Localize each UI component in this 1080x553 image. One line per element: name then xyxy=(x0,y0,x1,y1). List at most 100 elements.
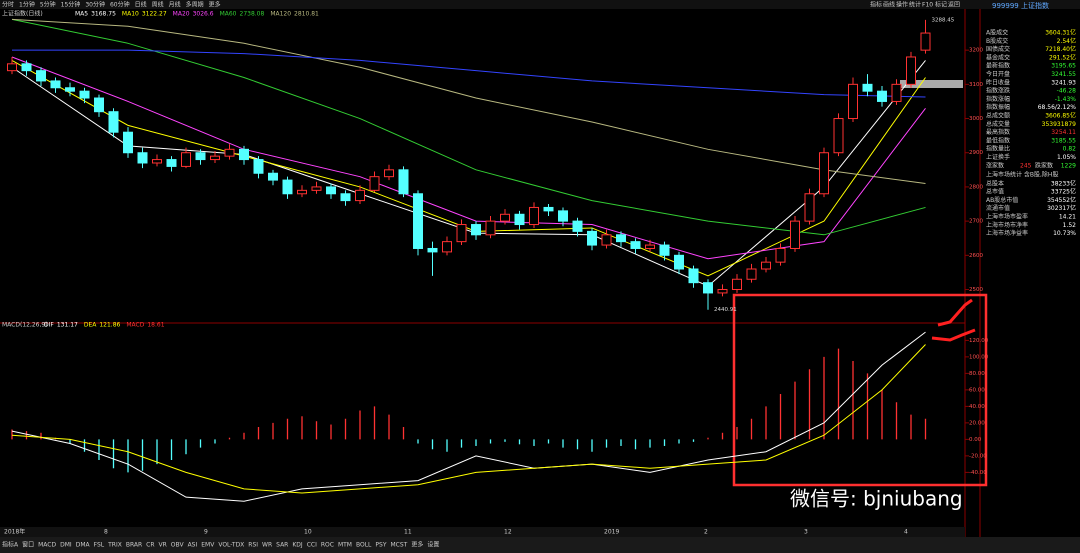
hand-mark xyxy=(931,328,976,342)
menu-item[interactable]: 操作 xyxy=(896,1,908,9)
y-tick-label: -20.00 xyxy=(969,453,987,459)
indicator-tab[interactable]: 更多 xyxy=(411,541,423,549)
breadth-value: 245 xyxy=(1020,162,1032,169)
indicator-tab[interactable]: CR xyxy=(146,542,154,549)
date-label: 8 xyxy=(104,529,108,536)
panel-label: A股成交 xyxy=(986,29,1008,37)
indicator-tab[interactable]: BOLL xyxy=(356,542,372,549)
menu-item[interactable]: 指标 xyxy=(870,1,882,9)
panel-value: 0.82 xyxy=(1063,146,1077,153)
watermark: 微信号: bjniubang xyxy=(790,487,963,511)
tab[interactable]: 月线 xyxy=(169,1,181,9)
price-annotation: 3288.45 xyxy=(932,17,955,23)
indicator-tab[interactable]: TRIX xyxy=(107,542,122,549)
panel-label: 国债成交 xyxy=(986,45,1010,53)
indicator-tab[interactable]: PSY xyxy=(375,542,386,549)
highlight-box xyxy=(732,293,988,487)
panel-value: 3606.85亿 xyxy=(1045,112,1076,120)
stats-value: 33725亿 xyxy=(1051,188,1076,196)
stats-label: 总市值 xyxy=(986,188,1004,196)
indicator-tab[interactable]: CCI xyxy=(307,542,317,549)
breadth-value: 1229 xyxy=(1061,162,1076,169)
top-bar xyxy=(0,0,1080,9)
indicator-tab[interactable]: DMA xyxy=(76,542,91,549)
menu-item[interactable]: 统计 xyxy=(909,1,921,9)
indicator-tab[interactable]: EMV xyxy=(201,542,215,549)
panel-value: 7218.40亿 xyxy=(1045,45,1076,53)
indicator-tab[interactable]: VOL-TDX xyxy=(218,542,244,549)
candle-body xyxy=(688,268,699,284)
legend-name: MA60 xyxy=(220,11,237,18)
indicator-tab[interactable]: ASI xyxy=(188,542,198,549)
stats-label: 上海市场市盈率 xyxy=(986,213,1028,221)
indicator-tab[interactable]: SAR xyxy=(276,542,288,549)
tab[interactable]: 分时 xyxy=(2,1,14,9)
indicator-tab[interactable]: MCST xyxy=(390,542,407,549)
indicator-tab[interactable]: MACD xyxy=(38,542,56,549)
candle-body xyxy=(746,268,757,280)
panel-title: 999999 上证指数 xyxy=(992,1,1049,10)
candle-body xyxy=(427,247,438,253)
y-tick-label: 20.00 xyxy=(969,420,985,426)
stats-title: 上海市场统计 含B股,除H股 xyxy=(986,170,1058,178)
candle-body xyxy=(297,189,307,195)
candle-body xyxy=(543,206,554,212)
panel-label: 最高指数 xyxy=(986,128,1010,136)
candle-body xyxy=(587,230,597,246)
indicator-tab[interactable]: VR xyxy=(159,542,167,549)
candle-body xyxy=(761,261,771,270)
tab[interactable]: 日线 xyxy=(135,1,147,9)
menu-item[interactable]: F10 xyxy=(922,2,933,9)
tab[interactable]: 多周期 xyxy=(186,1,204,9)
indicator-tab[interactable]: WR xyxy=(262,542,272,549)
tab[interactable]: 15分钟 xyxy=(61,1,81,9)
candle-body xyxy=(326,186,336,195)
indicator-tab[interactable]: OBV xyxy=(171,542,185,549)
indicator-tab[interactable]: 窗口 xyxy=(22,541,34,549)
stats-value: 10.73% xyxy=(1053,230,1076,237)
menu-item[interactable]: 标记 xyxy=(935,1,947,9)
candle-body xyxy=(36,70,46,82)
tab[interactable]: 更多 xyxy=(209,1,221,9)
indicator-tab[interactable]: BRAR xyxy=(126,542,142,549)
y-tick-label: 2800 xyxy=(969,184,983,190)
tab[interactable]: 周线 xyxy=(152,1,164,9)
indicator-tab[interactable]: FSL xyxy=(94,542,105,549)
candle-body xyxy=(703,282,713,294)
candle-body xyxy=(790,220,800,249)
indicator-tab[interactable]: RSI xyxy=(248,542,258,549)
panel-label: 昨日收盘 xyxy=(986,78,1010,86)
tab[interactable]: 1分钟 xyxy=(19,1,35,9)
panel-value: 3254.11 xyxy=(1051,129,1076,136)
menu-item[interactable]: 返回 xyxy=(948,2,960,9)
date-bar xyxy=(0,527,965,537)
indicator-tab[interactable]: DMI xyxy=(60,542,72,549)
stats-value: 14.21 xyxy=(1059,214,1076,221)
candle-body xyxy=(311,186,322,191)
candle-body xyxy=(94,97,104,113)
indicator-tab[interactable]: 设置 xyxy=(427,541,439,549)
candle-body xyxy=(181,152,191,167)
y-tick-label: 100.00 xyxy=(969,354,989,360)
tab[interactable]: 30分钟 xyxy=(85,1,105,9)
panel-value: 68.56/2.12% xyxy=(1038,104,1077,111)
date-label: 3 xyxy=(804,529,808,536)
panel-label: 上证换手 xyxy=(986,153,1010,161)
panel-label: 指数涨跌 xyxy=(986,87,1010,95)
menu-item[interactable]: 画线 xyxy=(883,1,895,9)
tab[interactable]: 5分钟 xyxy=(40,1,56,9)
candle-body xyxy=(239,148,249,161)
tab[interactable]: 60分钟 xyxy=(110,1,130,9)
candle-body xyxy=(7,63,17,72)
stats-label: 上海市场市净率 xyxy=(986,221,1028,229)
candle-body xyxy=(572,220,583,232)
indicator-tab[interactable]: MTM xyxy=(338,542,352,549)
indicator-tab[interactable]: KDJ xyxy=(292,542,303,549)
indicator-tab[interactable]: 指标A xyxy=(2,541,19,549)
stats-label: 上海市场净益率 xyxy=(986,229,1028,237)
panel-label: 指数振幅 xyxy=(986,103,1010,111)
candle-body xyxy=(674,254,684,270)
stats-value: 302317亿 xyxy=(1047,204,1076,212)
indicator-line xyxy=(11,344,926,494)
indicator-tab[interactable]: ROC xyxy=(321,542,334,549)
